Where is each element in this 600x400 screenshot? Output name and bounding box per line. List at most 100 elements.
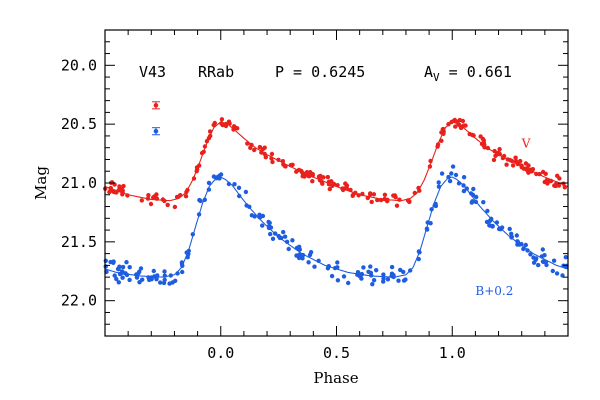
- data-point-b: [114, 276, 119, 282]
- data-point-v: [519, 163, 524, 168]
- x-tick-label: 1.0: [439, 344, 466, 362]
- data-point-v: [397, 197, 402, 202]
- data-point-v: [335, 183, 340, 188]
- data-point-b: [346, 280, 351, 286]
- data-point-v: [121, 183, 126, 189]
- data-point-v: [441, 126, 446, 132]
- data-point-v: [561, 181, 566, 186]
- x-axis-label: Phase: [313, 369, 358, 387]
- y-tick-label: 20.5: [61, 115, 97, 133]
- series-label-v: V: [521, 137, 531, 151]
- data-point-v: [485, 145, 491, 151]
- data-point-b: [140, 277, 145, 282]
- data-point-v: [269, 151, 275, 157]
- data-point-v: [288, 163, 293, 168]
- data-point-b: [416, 256, 421, 262]
- data-point-v: [350, 192, 356, 198]
- data-point-b: [424, 227, 430, 232]
- data-point-v: [327, 186, 332, 192]
- data-point-b: [184, 250, 189, 255]
- data-point-v: [330, 183, 335, 188]
- x-tick-label: 0.5: [323, 344, 350, 362]
- data-point-v: [530, 167, 536, 172]
- data-point-b: [551, 258, 557, 263]
- data-point-v: [191, 176, 197, 181]
- data-point-b: [111, 259, 116, 264]
- data-point-v: [194, 169, 199, 174]
- data-point-b: [515, 242, 520, 247]
- data-point-b: [540, 247, 545, 252]
- data-point-v: [375, 197, 380, 203]
- data-point-b: [398, 267, 403, 273]
- data-point-b: [151, 268, 156, 274]
- data-point-v: [231, 124, 237, 129]
- data-point-v: [482, 145, 487, 150]
- y-axis-label: Mag: [32, 166, 50, 200]
- data-point-b: [507, 226, 512, 232]
- series-label-b: B+0.2: [475, 284, 513, 298]
- y-tick-label: 20.0: [61, 56, 97, 74]
- data-point-v: [405, 198, 411, 203]
- data-point-b: [127, 277, 132, 283]
- data-point-b: [446, 174, 451, 180]
- data-point-b: [496, 226, 502, 232]
- data-point-v: [139, 198, 144, 203]
- data-point-b: [359, 271, 364, 277]
- data-point-b: [270, 236, 276, 241]
- data-point-b: [206, 187, 212, 192]
- data-point-v: [299, 168, 304, 174]
- data-point-b: [312, 264, 317, 269]
- data-point-b: [103, 258, 109, 263]
- data-point-v: [557, 176, 562, 181]
- data-point-v: [439, 138, 444, 143]
- data-point-v: [325, 174, 330, 180]
- data-point-b: [243, 189, 249, 195]
- data-point-v: [360, 191, 365, 197]
- data-point-v: [521, 166, 527, 171]
- data-point-b: [369, 273, 374, 278]
- data-point-b: [116, 267, 121, 272]
- data-point-v: [224, 122, 229, 127]
- data-point-v: [382, 196, 387, 202]
- data-point-b: [286, 246, 291, 252]
- x-tick-label: 0.0: [207, 344, 234, 362]
- data-point-b: [474, 194, 479, 200]
- data-point-v: [562, 185, 567, 190]
- data-point-b: [116, 280, 122, 285]
- data-point-v: [369, 199, 374, 205]
- data-point-b: [341, 274, 347, 279]
- data-point-b: [417, 250, 422, 255]
- data-point-b: [257, 212, 262, 217]
- data-point-b: [137, 269, 142, 274]
- data-point-v: [412, 190, 417, 196]
- data-point-b: [214, 176, 219, 181]
- data-point-b: [473, 199, 479, 205]
- data-point-b: [173, 278, 178, 283]
- error-bar-point-v: [153, 103, 159, 108]
- data-point-v: [515, 161, 521, 167]
- amplitude-label: AV = 0.661: [424, 63, 512, 84]
- data-point-b: [461, 183, 466, 188]
- data-point-b: [533, 257, 538, 262]
- data-point-v: [492, 148, 497, 154]
- data-point-v: [458, 125, 464, 131]
- data-point-b: [370, 282, 375, 287]
- data-point-v: [394, 203, 400, 208]
- data-point-v: [435, 144, 440, 149]
- data-point-b: [162, 273, 167, 278]
- data-point-b: [366, 269, 371, 274]
- data-point-v: [162, 198, 167, 204]
- data-point-b: [490, 223, 495, 229]
- data-point-v: [449, 119, 454, 125]
- data-point-v: [540, 169, 546, 175]
- data-point-b: [432, 203, 437, 208]
- data-point-b: [300, 252, 306, 258]
- data-point-b: [528, 252, 533, 257]
- data-point-b: [120, 264, 126, 270]
- data-point-b: [226, 181, 232, 187]
- data-point-b: [560, 273, 565, 278]
- data-point-v: [513, 155, 518, 160]
- data-point-v: [544, 177, 550, 183]
- y-tick-label: 21.5: [61, 233, 97, 251]
- data-point-b: [515, 239, 520, 244]
